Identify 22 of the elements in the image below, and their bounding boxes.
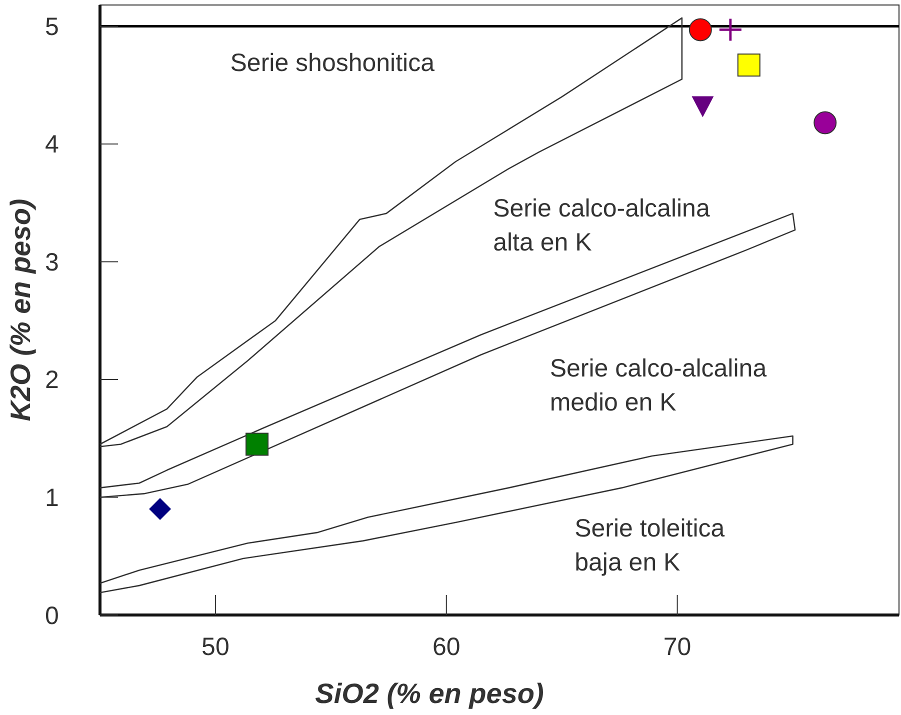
point — [719, 18, 742, 41]
y-tick-label: 3 — [45, 248, 59, 276]
annotation: Serie calco-alcalina medio en K — [550, 354, 767, 416]
line-series — [99, 435, 794, 594]
point — [688, 18, 712, 42]
point — [149, 498, 172, 520]
x-tick-label: 70 — [663, 633, 692, 661]
y-tick-label: 2 — [45, 366, 59, 394]
point — [246, 432, 269, 456]
point — [814, 111, 837, 134]
x-tick-label: 60 — [432, 633, 460, 661]
annotation: Serie calco-alcalina alta en K — [493, 194, 710, 257]
x-axis-title: SiO2 (% en peso) — [315, 678, 544, 709]
annotation: Serie shoshonitica — [230, 48, 435, 77]
annotation: Serie toleitica baja en K — [574, 514, 725, 576]
y-tick-label: 5 — [45, 12, 59, 41]
y-tick-label: 1 — [45, 484, 59, 512]
point — [737, 54, 760, 77]
y-tick-label: 0 — [45, 602, 59, 630]
x-tick-label: 50 — [202, 633, 230, 661]
y-axis-title: K2O (% en peso) — [5, 198, 36, 422]
y-tick-label: 4 — [45, 130, 60, 159]
